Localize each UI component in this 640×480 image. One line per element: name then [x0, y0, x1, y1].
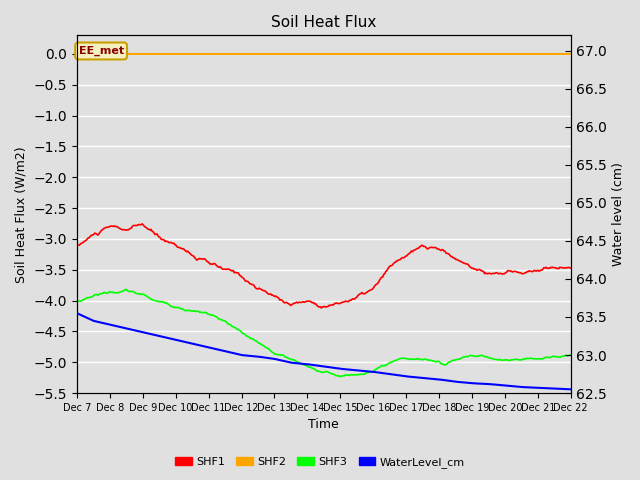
Line: SHF3: SHF3	[77, 289, 571, 377]
WaterLevel_cm	[308, 362, 316, 368]
WaterLevel_cm	[73, 310, 81, 316]
SHF3	[73, 299, 81, 305]
Title: Soil Heat Flux: Soil Heat Flux	[271, 15, 376, 30]
WaterLevel_cm	[567, 386, 575, 392]
Line: WaterLevel_cm: WaterLevel_cm	[77, 313, 571, 389]
SHF3	[122, 287, 130, 292]
SHF3	[336, 374, 344, 380]
WaterLevel_cm	[555, 386, 563, 392]
SHF2	[478, 51, 486, 57]
SHF3	[557, 354, 564, 360]
SHF1	[557, 264, 564, 270]
WaterLevel_cm	[478, 381, 486, 386]
SHF2	[310, 51, 318, 57]
WaterLevel_cm	[310, 362, 318, 368]
SHF2	[567, 51, 575, 57]
SHF2	[555, 51, 563, 57]
SHF1	[312, 301, 319, 307]
SHF1	[369, 286, 376, 291]
SHF3	[480, 353, 488, 359]
SHF3	[369, 369, 376, 374]
SHF3	[308, 365, 316, 371]
SHF1	[138, 221, 146, 227]
SHF1	[73, 243, 81, 249]
SHF2	[308, 51, 316, 57]
SHF1	[480, 269, 488, 275]
Text: EE_met: EE_met	[79, 46, 124, 56]
SHF1	[567, 265, 575, 271]
SHF2	[73, 51, 81, 57]
SHF2	[367, 51, 374, 57]
WaterLevel_cm	[340, 366, 348, 372]
SHF3	[312, 367, 319, 373]
X-axis label: Time: Time	[308, 419, 339, 432]
SHF1	[317, 305, 325, 311]
Legend: SHF1, SHF2, SHF3, WaterLevel_cm: SHF1, SHF2, SHF3, WaterLevel_cm	[171, 452, 469, 472]
Y-axis label: Soil Heat Flux (W/m2): Soil Heat Flux (W/m2)	[15, 146, 28, 283]
Line: SHF1: SHF1	[77, 224, 571, 308]
SHF3	[342, 372, 350, 378]
SHF1	[308, 300, 316, 306]
WaterLevel_cm	[367, 369, 374, 374]
Y-axis label: Water level (cm): Water level (cm)	[612, 162, 625, 266]
SHF2	[340, 51, 348, 57]
SHF1	[342, 298, 350, 304]
SHF3	[567, 352, 575, 358]
